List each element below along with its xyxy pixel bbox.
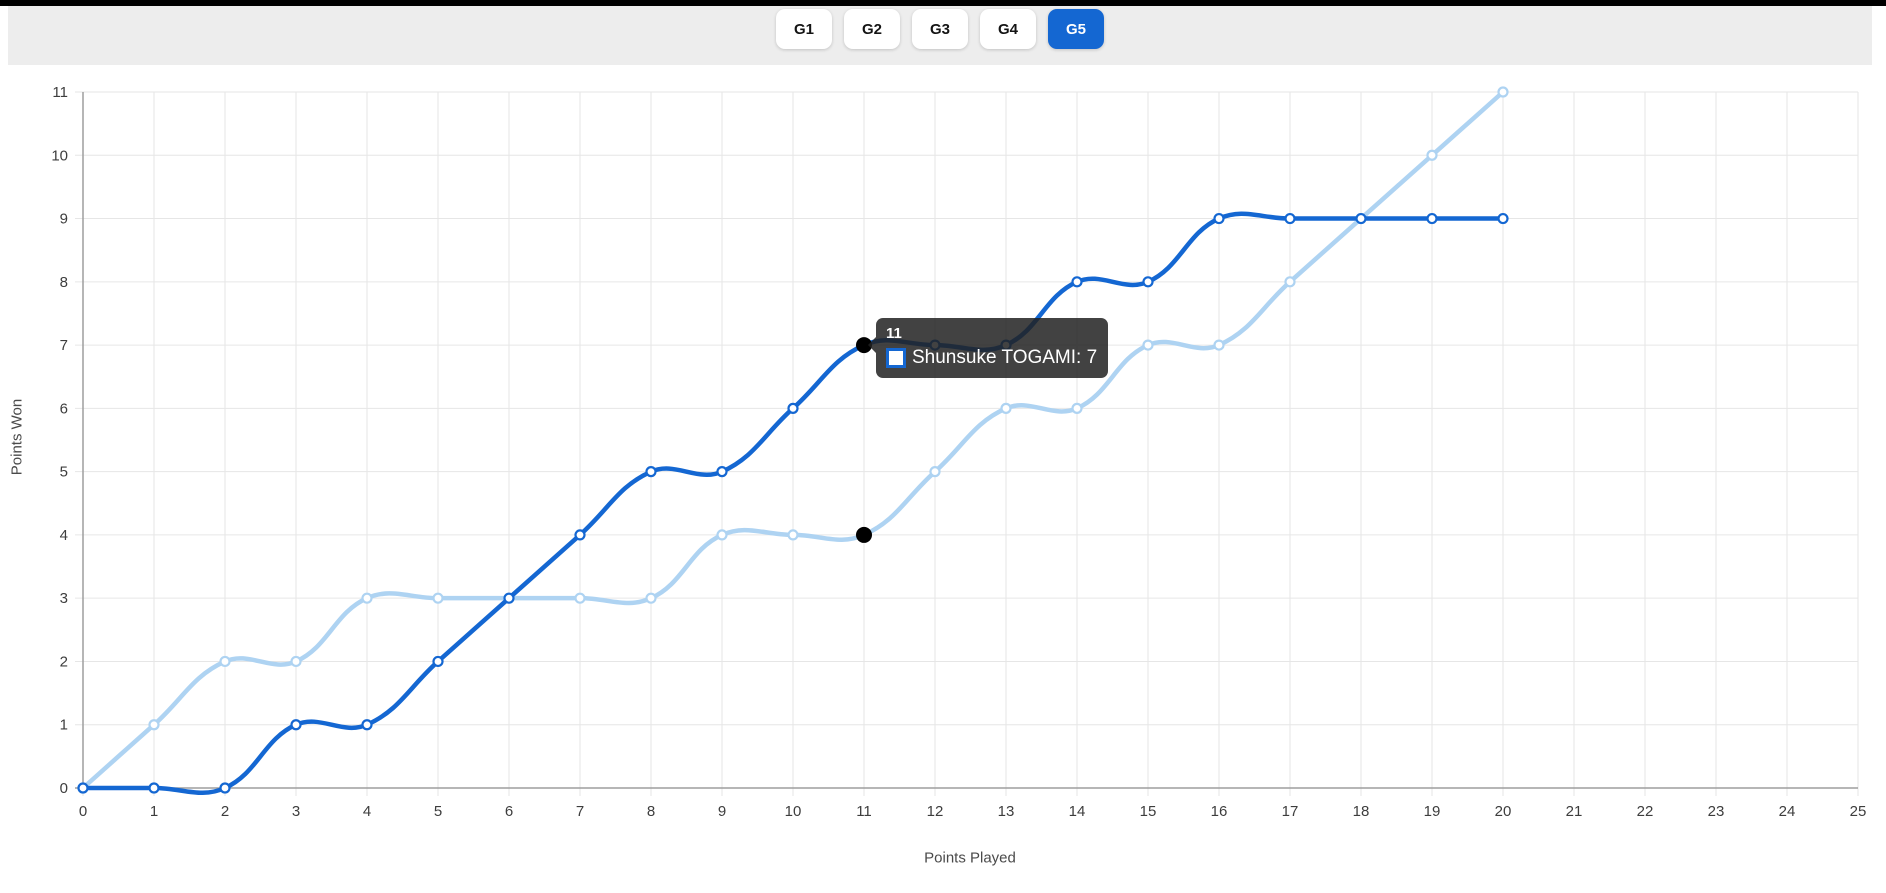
chart-area: 0 1 2 3 4 5 6 7 8 9 10 11 12 13 14 15 16 17 18 19 20 21 22 23 24… (0, 65, 1886, 893)
y-axis-title: Points Won (8, 398, 26, 476)
svg-text:7: 7 (576, 803, 584, 820)
data-point[interactable] (1426, 212, 1438, 225)
svg-text:2: 2 (60, 653, 68, 670)
data-point[interactable] (1497, 86, 1509, 98)
highlighted-point[interactable] (856, 526, 872, 543)
svg-text:22: 22 (1637, 803, 1654, 820)
data-point[interactable] (1284, 276, 1296, 288)
data-point[interactable] (1142, 339, 1154, 351)
svg-text:11: 11 (52, 84, 68, 101)
svg-text:23: 23 (1708, 803, 1725, 820)
grid-lines (75, 91, 1859, 796)
data-point[interactable] (1071, 276, 1083, 288)
data-point[interactable] (716, 529, 728, 541)
svg-text:0: 0 (79, 803, 87, 820)
svg-text:18: 18 (1353, 803, 1370, 820)
data-point[interactable] (1142, 276, 1154, 288)
tooltip-caret (868, 337, 876, 353)
data-point[interactable] (219, 782, 231, 794)
tab-g3[interactable]: G3 (912, 9, 968, 49)
svg-text:25: 25 (1850, 803, 1867, 820)
svg-text:24: 24 (1779, 803, 1796, 820)
data-point[interactable] (148, 782, 160, 794)
svg-text:3: 3 (292, 803, 300, 820)
svg-text:14: 14 (1069, 803, 1086, 820)
svg-text:10: 10 (785, 803, 802, 820)
svg-text:11: 11 (856, 803, 872, 820)
data-point[interactable] (1213, 339, 1225, 351)
data-point[interactable] (148, 719, 160, 731)
svg-text:17: 17 (1282, 803, 1299, 820)
data-point[interactable] (645, 592, 657, 604)
data-point[interactable] (1213, 212, 1225, 225)
data-point[interactable] (645, 466, 657, 478)
svg-text:1: 1 (150, 803, 158, 820)
data-point[interactable] (1071, 402, 1083, 414)
data-point[interactable] (503, 592, 515, 604)
data-point[interactable] (1284, 212, 1296, 225)
tab-g2[interactable]: G2 (844, 9, 900, 49)
data-point[interactable] (787, 402, 799, 414)
svg-text:21: 21 (1566, 803, 1583, 820)
svg-text:7: 7 (60, 337, 68, 354)
data-point[interactable] (1497, 212, 1509, 225)
tab-g4[interactable]: G4 (980, 9, 1036, 49)
svg-text:3: 3 (60, 590, 68, 607)
data-point[interactable] (574, 529, 586, 541)
data-point[interactable] (787, 529, 799, 541)
axis-lines (75, 92, 1858, 789)
svg-text:4: 4 (363, 803, 371, 820)
svg-text:5: 5 (434, 803, 442, 820)
data-point[interactable] (1355, 212, 1367, 225)
svg-text:4: 4 (60, 527, 68, 544)
svg-text:15: 15 (1140, 803, 1157, 820)
svg-text:5: 5 (60, 464, 68, 481)
svg-text:20: 20 (1495, 803, 1512, 820)
svg-text:0: 0 (60, 780, 68, 797)
tooltip-title: 11 (886, 325, 902, 342)
x-axis-title: Points Played (924, 849, 1016, 867)
svg-text:2: 2 (221, 803, 229, 820)
tooltip-row: Shunsuke TOGAMI: 7 (886, 347, 1097, 369)
game-tab-bar: G1 G2 G3 G4 G5 (8, 6, 1872, 65)
tooltip-series-label: Shunsuke TOGAMI: 7 (912, 347, 1098, 368)
svg-text:9: 9 (60, 211, 68, 228)
svg-text:8: 8 (647, 803, 655, 820)
svg-text:12: 12 (927, 803, 944, 820)
data-point[interactable] (77, 782, 89, 794)
line-chart: 0 1 2 3 4 5 6 7 8 9 10 11 12 13 14 15 16 17 18 19 20 21 22 23 24… (51, 84, 1867, 820)
svg-text:8: 8 (60, 274, 68, 291)
svg-text:10: 10 (51, 147, 68, 164)
data-point[interactable] (716, 466, 728, 478)
svg-text:1: 1 (60, 717, 68, 734)
svg-text:6: 6 (505, 803, 513, 820)
data-point[interactable] (361, 592, 373, 604)
data-point[interactable] (432, 655, 444, 668)
svg-text:16: 16 (1211, 803, 1228, 820)
y-axis-tick-labels: 0 1 2 3 4 5 6 7 8 9 10 11 (51, 84, 68, 797)
data-point[interactable] (1000, 402, 1012, 414)
chart-tooltip: 11 Shunsuke TOGAMI: 7 (868, 318, 1109, 378)
data-point[interactable] (929, 466, 941, 478)
svg-text:13: 13 (998, 803, 1015, 820)
svg-text:19: 19 (1424, 803, 1441, 820)
game-tabs: G1 G2 G3 G4 G5 (770, 9, 1110, 49)
x-axis-tick-labels: 0 1 2 3 4 5 6 7 8 9 10 11 12 13 14 15 16 17 18 19 20 21 22 23 24… (79, 803, 1867, 820)
svg-text:9: 9 (718, 803, 726, 820)
data-point[interactable] (290, 719, 302, 731)
tab-g1[interactable]: G1 (776, 9, 832, 49)
data-point[interactable] (361, 719, 373, 731)
data-point[interactable] (574, 592, 586, 604)
window-top-strip (0, 0, 1886, 6)
tooltip-series-swatch-icon (886, 348, 906, 368)
data-point[interactable] (219, 655, 231, 668)
tab-g5[interactable]: G5 (1048, 9, 1104, 49)
data-point[interactable] (432, 592, 444, 604)
svg-text:6: 6 (60, 400, 68, 417)
data-point[interactable] (290, 655, 302, 668)
data-point[interactable] (1426, 149, 1438, 161)
